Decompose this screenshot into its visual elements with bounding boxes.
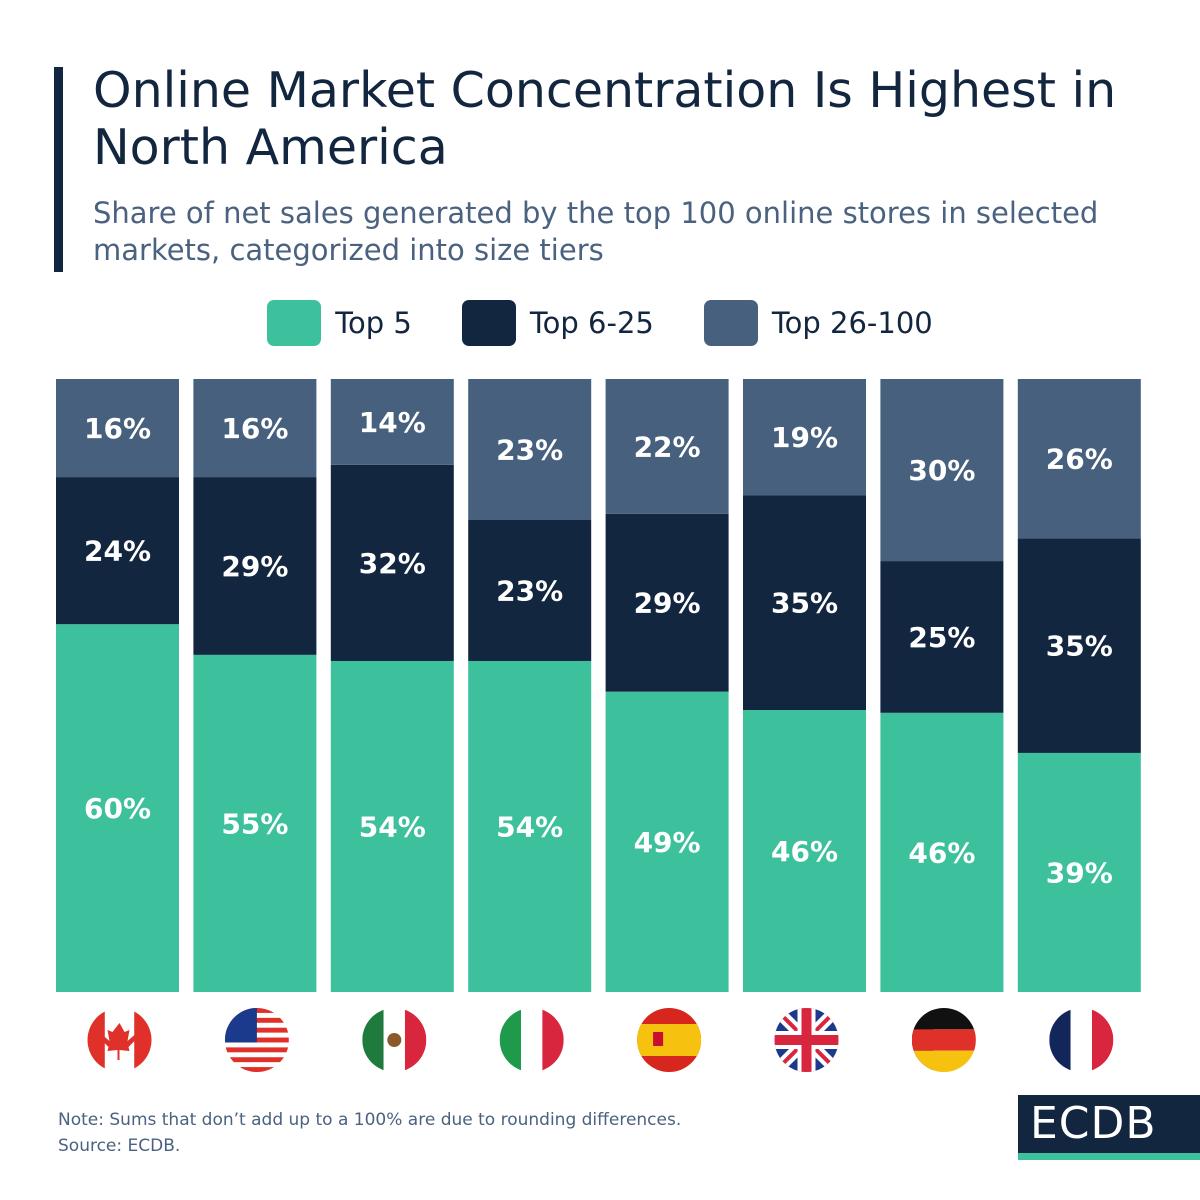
data-label: 35% [771,587,838,620]
data-label: 32% [359,547,426,580]
flag-uk-icon [774,1008,839,1072]
source-text: Source: ECDB. [58,1136,181,1156]
bar-segment [193,654,317,992]
data-label: 24% [84,535,151,568]
legend-swatch [461,300,516,346]
data-label: 46% [771,835,838,868]
bar-segment [330,660,454,992]
data-label: 14% [359,406,426,439]
data-label: 30% [908,454,975,487]
bar-segment [605,379,729,514]
chart-title: Online Market Concentration Is Highest i… [93,62,1117,176]
data-label: 26% [1046,443,1113,476]
data-label: 16% [221,412,288,445]
legend: Top 5 Top 6-25 Top 26-100 [0,300,1200,346]
bar-segment [605,691,729,992]
bar-segment [330,464,454,661]
bar-segment [743,710,866,992]
data-label: 60% [84,792,151,825]
bar-segment [1017,379,1141,539]
data-label: 54% [359,810,426,843]
bar-segment [1017,752,1141,992]
data-label: 25% [908,621,975,654]
flag-mexico-icon [362,1008,427,1072]
bar-segment [468,519,592,661]
flag-spain-icon [637,1008,702,1072]
flag-usa-icon [224,1008,289,1072]
data-label: 46% [908,836,975,869]
bar-segment [743,495,866,711]
bar-segment [193,477,317,655]
data-label: 55% [221,807,288,840]
data-label: 35% [1046,630,1113,663]
legend-label: Top 6-25 [529,306,654,340]
data-label: 54% [496,810,563,843]
flag-france-icon [1049,1008,1114,1072]
bar-segment [880,379,1004,562]
flag-italy-icon [499,1008,564,1072]
legend-item-top5: Top 5 [267,300,412,346]
legend-swatch [703,300,758,346]
footnote: Note: Sums that don’t add up to a 100% a… [58,1107,681,1159]
bar-segment [330,379,454,465]
bar-segment [605,513,729,692]
data-label: 23% [496,433,563,466]
note-text: Note: Sums that don’t add up to a 100% a… [58,1110,682,1130]
chart-subtitle: Share of net sales generated by the top … [93,196,1099,267]
data-label: 29% [221,550,288,583]
legend-swatch [267,300,322,346]
flag-germany-icon [911,1008,976,1072]
bar-segment [56,477,179,625]
bar-segment [1017,538,1141,753]
legend-item-top6-25: Top 6-25 [461,300,654,346]
legend-label: Top 5 [335,306,412,340]
ecdb-logo: ECDB [1018,1095,1200,1160]
flag-canada-icon [87,1008,152,1072]
bar-segment [468,660,592,992]
data-label: 23% [496,574,563,607]
bar-segment [193,379,317,478]
data-label: 16% [84,412,151,445]
data-label: 19% [771,421,838,454]
bar-segment [56,624,179,992]
bar-segment [880,561,1004,713]
bar-segment [56,379,179,478]
bar-segment [880,712,1004,992]
title-accent-bar [54,67,63,272]
data-label: 49% [634,826,701,859]
data-label: 39% [1046,856,1113,889]
data-label: 29% [634,587,701,620]
legend-item-top26-100: Top 26-100 [703,300,933,346]
legend-label: Top 26-100 [771,306,933,340]
bar-segment [468,379,592,520]
data-label: 22% [634,430,701,463]
bar-segment [743,379,866,496]
